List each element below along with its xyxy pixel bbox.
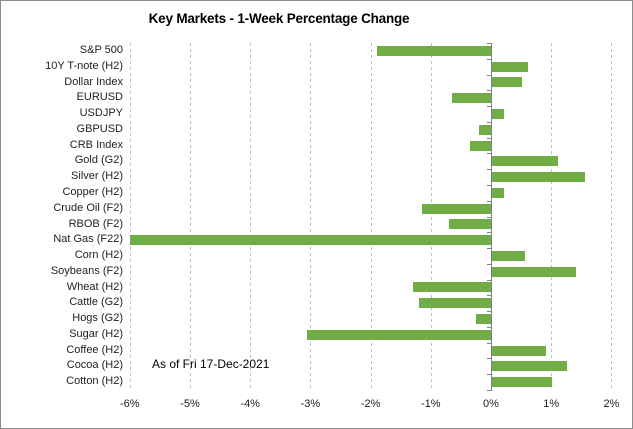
- as-of-date-label: As of Fri 17-Dec-2021: [152, 357, 270, 371]
- bar: [492, 377, 553, 388]
- bar: [492, 77, 523, 88]
- category-label: Sugar (H2): [69, 327, 123, 340]
- category-label: USDJPY: [79, 107, 123, 120]
- x-axis-tick-label: 2%: [603, 398, 620, 410]
- axis-tick-mark: [487, 121, 491, 123]
- category-label: RBOB (F2): [68, 217, 123, 230]
- bar: [492, 156, 559, 167]
- gridline: [430, 43, 432, 390]
- category-label: Gold (G2): [74, 154, 123, 167]
- bar: [492, 361, 568, 372]
- category-label: EURUSD: [76, 91, 123, 104]
- bar: [478, 124, 491, 135]
- axis-tick-mark: [487, 90, 491, 92]
- bar: [418, 298, 491, 309]
- x-axis-tick-label: -5%: [180, 398, 200, 410]
- axis-tick-mark: [487, 248, 491, 250]
- category-label: Crude Oil (F2): [53, 201, 123, 214]
- category-label: Hogs (G2): [72, 312, 123, 325]
- bar: [492, 61, 529, 72]
- category-label: CRB Index: [69, 138, 123, 151]
- axis-tick-mark: [487, 295, 491, 297]
- bar: [475, 314, 491, 325]
- x-axis-tick-label: -6%: [120, 398, 140, 410]
- category-label: Dollar Index: [64, 75, 123, 88]
- axis-tick-mark: [487, 263, 491, 265]
- x-axis-tick-label: 1%: [543, 398, 560, 410]
- x-axis-tick-label: -1%: [421, 398, 441, 410]
- x-axis-tick-label: -4%: [240, 398, 260, 410]
- gridline: [551, 43, 553, 390]
- axis-tick-mark: [487, 169, 491, 171]
- category-label: 10Y T-note (H2): [45, 59, 123, 72]
- category-label: Soybeans (F2): [50, 264, 123, 277]
- category-label: Coffee (H2): [66, 343, 123, 356]
- bar: [376, 45, 491, 56]
- bar: [448, 219, 491, 230]
- category-label: Corn (H2): [74, 249, 123, 262]
- axis-tick-mark: [487, 232, 491, 234]
- axis-tick-mark: [487, 153, 491, 155]
- axis-tick-mark: [487, 390, 491, 391]
- bar: [492, 266, 577, 277]
- category-axis-line: [491, 43, 492, 391]
- axis-tick-mark: [487, 326, 491, 328]
- axis-tick-mark: [487, 137, 491, 139]
- axis-tick-mark: [487, 184, 491, 186]
- gridline: [370, 43, 372, 390]
- category-label: Wheat (H2): [66, 280, 123, 293]
- axis-tick-mark: [487, 374, 491, 376]
- category-label: Cattle (G2): [69, 296, 123, 309]
- axis-tick-mark: [487, 216, 491, 218]
- x-axis-tick-label: -3%: [300, 398, 321, 410]
- bar: [421, 203, 491, 214]
- bar: [492, 172, 586, 183]
- bar: [492, 345, 547, 356]
- axis-tick-mark: [487, 358, 491, 360]
- bar: [129, 235, 491, 246]
- chart-title: Key Markets - 1-Week Percentage Change: [148, 11, 410, 26]
- bar: [492, 108, 505, 119]
- category-label: Nat Gas (F22): [53, 233, 123, 246]
- bar: [492, 187, 505, 198]
- category-label: GBPUSD: [76, 122, 123, 135]
- gridline: [129, 43, 131, 390]
- axis-tick-mark: [487, 279, 491, 281]
- category-label: S&P 500: [79, 44, 123, 56]
- axis-tick-mark: [487, 311, 491, 313]
- category-label: Silver (H2): [71, 170, 123, 183]
- axis-tick-mark: [487, 200, 491, 202]
- bar: [492, 250, 526, 261]
- bar: [451, 93, 491, 104]
- bar: [307, 329, 491, 340]
- axis-tick-mark: [487, 43, 491, 44]
- bar: [469, 140, 491, 151]
- x-axis-tick-label: -2%: [360, 398, 381, 410]
- bar: [412, 282, 491, 293]
- gridline: [611, 43, 613, 390]
- category-label: Copper (H2): [62, 185, 123, 198]
- axis-tick-mark: [487, 106, 491, 108]
- x-axis-tick-label: 0%: [483, 398, 499, 410]
- gridline: [190, 43, 191, 390]
- axis-tick-mark: [487, 74, 491, 76]
- gridline: [310, 43, 312, 390]
- gridline: [250, 43, 252, 390]
- axis-tick-mark: [487, 58, 491, 60]
- category-label: Cotton (H2): [66, 375, 123, 388]
- axis-tick-mark: [487, 342, 491, 344]
- category-label: Cocoa (H2): [66, 359, 123, 372]
